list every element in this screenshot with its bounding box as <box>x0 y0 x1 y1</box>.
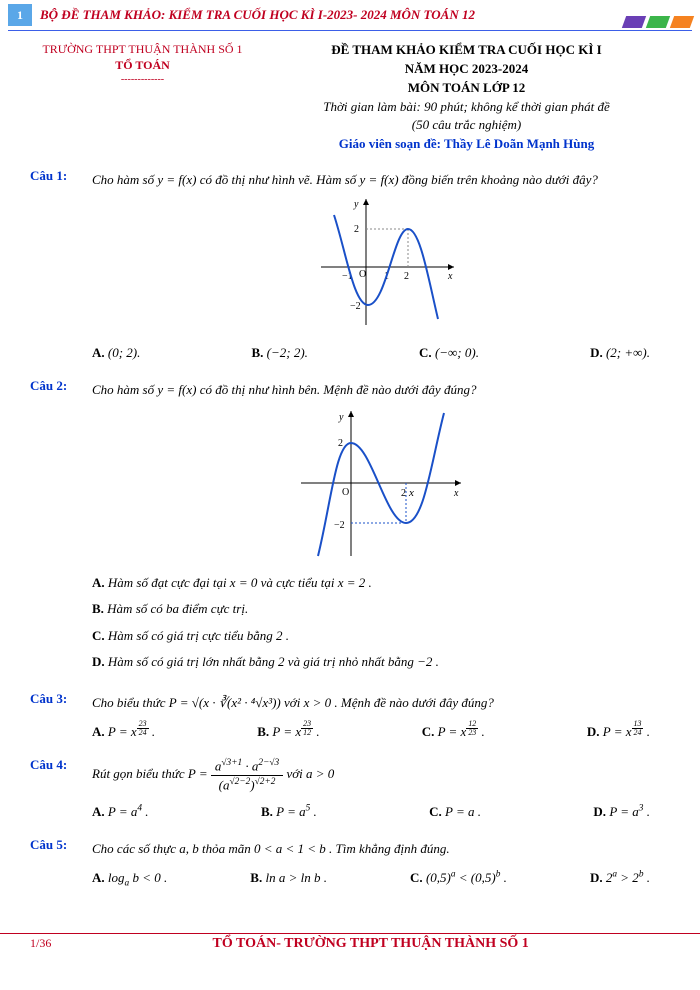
svg-text:y: y <box>353 199 359 210</box>
svg-text:O: O <box>359 269 366 280</box>
title-block: ĐỀ THAM KHẢO KIỂM TRA CUỐI HỌC KÌ I NĂM … <box>263 41 670 154</box>
question-1: Câu 1: Cho hàm số y = f(x) có đồ thị như… <box>30 168 670 364</box>
svg-text:x: x <box>453 488 459 499</box>
footer-text: TỔ TOÁN- TRƯỜNG THPT THUẬN THÀNH SỐ 1 <box>71 936 670 952</box>
question-2: Câu 2: Cho hàm số y = f(x) có đồ thị như… <box>30 378 670 676</box>
decorative-color-bars <box>624 16 692 28</box>
question-label: Câu 5: <box>30 837 80 893</box>
answer-D: D. 2a > 2b . <box>590 866 650 892</box>
svg-text:x: x <box>447 271 453 282</box>
footer-page-number: 1/36 <box>30 936 51 951</box>
answer-A: A. loga b < 0 . <box>92 866 167 892</box>
bar-green <box>646 16 670 28</box>
answer-D: D. P = x1324 . <box>587 720 650 743</box>
answer-B: B. (−2; 2). <box>252 341 308 364</box>
document-title: BỘ ĐỀ THAM KHẢO: KIỂM TRA CUỐI HỌC KÌ I-… <box>40 7 475 23</box>
question-5: Câu 5: Cho các số thực a, b thỏa mãn 0 <… <box>30 837 670 893</box>
svg-text:2: 2 <box>404 271 409 282</box>
school-block: TRƯỜNG THPT THUẬN THÀNH SỐ 1 TỔ TOÁN ---… <box>30 41 255 87</box>
exam-duration: Thời gian làm bài: 90 phút; không kể thờ… <box>263 98 670 117</box>
svg-text:y: y <box>338 412 344 423</box>
bar-purple <box>622 16 646 28</box>
answer-C: C. P = x1223 . <box>422 720 485 743</box>
svg-text:x: x <box>408 487 414 499</box>
exam-year: NĂM HỌC 2023-2024 <box>263 60 670 79</box>
content-area: TRƯỜNG THPT THUẬN THÀNH SỐ 1 TỔ TOÁN ---… <box>0 35 700 903</box>
answers-row: A. P = x2324 . B. P = x2312 . C. P = x12… <box>92 720 670 743</box>
question-label: Câu 4: <box>30 757 80 823</box>
svg-text:2: 2 <box>338 438 343 449</box>
question-text: Cho các số thực a, b thỏa mãn 0 < a < 1 … <box>92 837 670 860</box>
svg-text:2: 2 <box>401 488 406 499</box>
answer-A: A. P = x2324 . <box>92 720 155 743</box>
exam-count: (50 câu trắc nghiệm) <box>263 116 670 135</box>
answers-block: A. Hàm số đạt cực đại tại x = 0 và cực t… <box>92 571 670 674</box>
school-name: TRƯỜNG THPT THUẬN THÀNH SỐ 1 <box>30 41 255 57</box>
answer-A: A. (0; 2). <box>92 341 140 364</box>
question-text: Cho hàm số y = f(x) có đồ thị như hình v… <box>92 168 670 191</box>
question-4: Câu 4: Rút gọn biểu thức P = a√3+1 · a2−… <box>30 757 670 823</box>
answers-row: A. loga b < 0 . B. ln a > ln b . C. (0,5… <box>92 866 670 892</box>
page-number-top: 1 <box>8 4 32 26</box>
svg-text:−2: −2 <box>350 301 361 312</box>
answer-C: C. (0,5)a < (0,5)b . <box>410 866 507 892</box>
exam-title: ĐỀ THAM KHẢO KIỂM TRA CUỐI HỌC KÌ I <box>263 41 670 60</box>
page-footer: 1/36 TỔ TOÁN- TRƯỜNG THPT THUẬN THÀNH SỐ… <box>0 933 700 958</box>
answers-row: A. P = a4 . B. P = a5 . C. P = a . D. P … <box>92 800 670 823</box>
answer-B: B. P = x2312 . <box>257 720 319 743</box>
question-label: Câu 3: <box>30 691 80 744</box>
answer-B: B. ln a > ln b . <box>250 866 327 892</box>
bar-orange <box>670 16 694 28</box>
graph-1: x y O −1 1 2 2 −2 <box>92 197 670 334</box>
answers-row: A. (0; 2). B. (−2; 2). C. (−∞; 0). D. (2… <box>92 341 670 364</box>
answer-C: C. Hàm số có giá trị cực tiểu bằng 2 . <box>92 624 670 647</box>
answer-C: C. (−∞; 0). <box>419 341 479 364</box>
question-3: Câu 3: Cho biểu thức P = √(x · ∛(x² · ⁴√… <box>30 691 670 744</box>
answer-B: B. P = a5 . <box>261 800 317 823</box>
header-underline <box>8 30 692 31</box>
svg-text:2: 2 <box>354 224 359 235</box>
exam-subject: MÔN TOÁN LỚP 12 <box>263 79 670 98</box>
question-text: Cho hàm số y = f(x) có đồ thị như hình b… <box>92 378 670 401</box>
answer-D: D. Hàm số có giá trị lớn nhất bằng 2 và … <box>92 650 670 673</box>
answer-A: A. P = a4 . <box>92 800 149 823</box>
question-label: Câu 1: <box>30 168 80 364</box>
page-header: 1 BỘ ĐỀ THAM KHẢO: KIỂM TRA CUỐI HỌC KÌ … <box>0 0 700 30</box>
department: TỔ TOÁN <box>30 57 255 73</box>
question-label: Câu 2: <box>30 378 80 676</box>
svg-text:O: O <box>342 487 349 498</box>
svg-text:−2: −2 <box>334 520 345 531</box>
answer-C: C. P = a . <box>429 800 481 823</box>
question-text: Rút gọn biểu thức P = a√3+1 · a2−√3(a√2−… <box>92 757 670 793</box>
answer-D: D. (2; +∞). <box>590 341 650 364</box>
info-row: TRƯỜNG THPT THUẬN THÀNH SỐ 1 TỔ TOÁN ---… <box>30 41 670 154</box>
answer-D: D. P = a3 . <box>593 800 650 823</box>
answer-B: B. Hàm số có ba điểm cực trị. <box>92 597 670 620</box>
separator-line: ------------- <box>30 73 255 87</box>
answer-A: A. Hàm số đạt cực đại tại x = 0 và cực t… <box>92 571 670 594</box>
graph-2: x y O 2 2 −2 x <box>92 408 670 565</box>
exam-author: Giáo viên soạn đề: Thầy Lê Doãn Mạnh Hùn… <box>263 135 670 154</box>
question-text: Cho biểu thức P = √(x · ∛(x² · ⁴√x³)) vớ… <box>92 691 670 714</box>
